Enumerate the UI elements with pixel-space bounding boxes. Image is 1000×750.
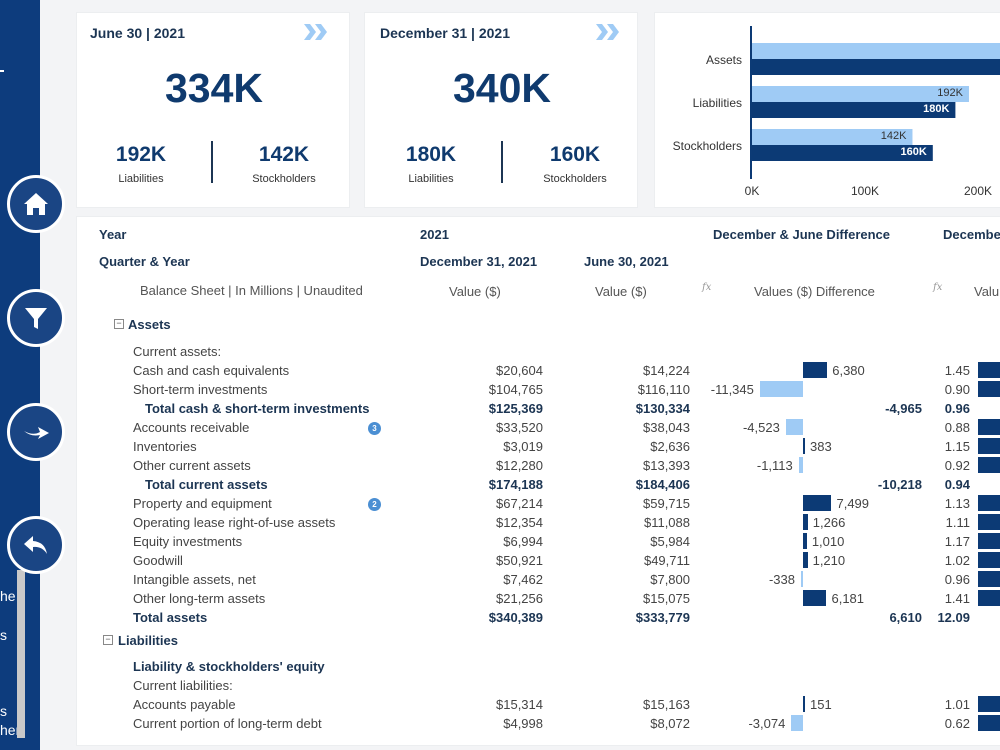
arrow-right-icon — [24, 427, 49, 439]
divider — [211, 141, 213, 183]
card-title: June 30 | 2021 — [90, 25, 185, 41]
sidebar-text-fragment: her — [0, 722, 21, 738]
card-title: December 31 | 2021 — [380, 25, 511, 41]
home-icon — [24, 193, 48, 215]
x-tick-label: 100K — [850, 184, 880, 198]
x-tick-label: 200K — [963, 184, 993, 198]
back-button[interactable] — [7, 516, 65, 574]
stockholders-label: Stockholders — [252, 173, 316, 185]
next-page-button[interactable] — [7, 403, 65, 461]
liabilities-label: Liabilities — [408, 173, 454, 185]
sidebar-text-fragment: s — [0, 703, 7, 719]
kpi-card-june: June 30 | 2021 334K 192K Liabilities 142… — [76, 12, 350, 208]
total-value: 334K — [164, 65, 263, 111]
liabilities-value: 192K — [115, 143, 167, 166]
data-label: 192K — [937, 87, 963, 99]
stockholders-value: 160K — [549, 143, 601, 166]
stockholders-value: 142K — [258, 143, 310, 166]
category-label: Assets — [705, 53, 742, 67]
bar-liabilities-1[interactable] — [752, 102, 956, 118]
bar-stockholders-1[interactable] — [752, 145, 933, 161]
y-axis-line — [750, 26, 752, 179]
sidebar-text-fragment: s — [0, 627, 7, 643]
sidebar-scrollbar[interactable] — [17, 570, 25, 738]
comparison-bar-chart: Assets Liabilities 192K 180K Stockholders 142… — [654, 12, 1000, 208]
filter-button[interactable] — [7, 289, 65, 347]
bar-stockholders-0[interactable] — [752, 129, 913, 145]
stockholders-label: Stockholders — [543, 173, 607, 185]
reply-arrow-icon — [24, 536, 47, 554]
liabilities-label: Liabilities — [118, 173, 164, 185]
chart-plot — [750, 26, 1000, 179]
home-button[interactable] — [7, 175, 65, 233]
data-label: 160K — [900, 146, 927, 158]
bar-assets-0[interactable] — [752, 43, 1000, 59]
category-label: Liabilities — [692, 96, 742, 110]
total-value: 340K — [452, 65, 551, 111]
category-label: Stockholders — [672, 139, 742, 153]
double-chevron-right-icon[interactable] — [304, 24, 328, 40]
sidebar-dash — [0, 70, 4, 72]
liabilities-value: 180K — [405, 143, 457, 166]
x-tick-label: 0K — [744, 184, 760, 198]
sidebar-text-fragment: he — [0, 588, 16, 604]
bar-liabilities-0[interactable] — [752, 86, 969, 102]
double-chevron-right-icon[interactable] — [596, 24, 620, 40]
data-label: 180K — [923, 103, 950, 115]
data-label: 142K — [880, 130, 907, 142]
kpi-card-december: December 31 | 2021 340K 180K Liabilities… — [364, 12, 638, 208]
divider — [501, 141, 503, 183]
filter-icon — [25, 308, 47, 329]
bar-assets-1[interactable] — [752, 59, 1000, 75]
balance-sheet-matrix — [76, 216, 1000, 746]
